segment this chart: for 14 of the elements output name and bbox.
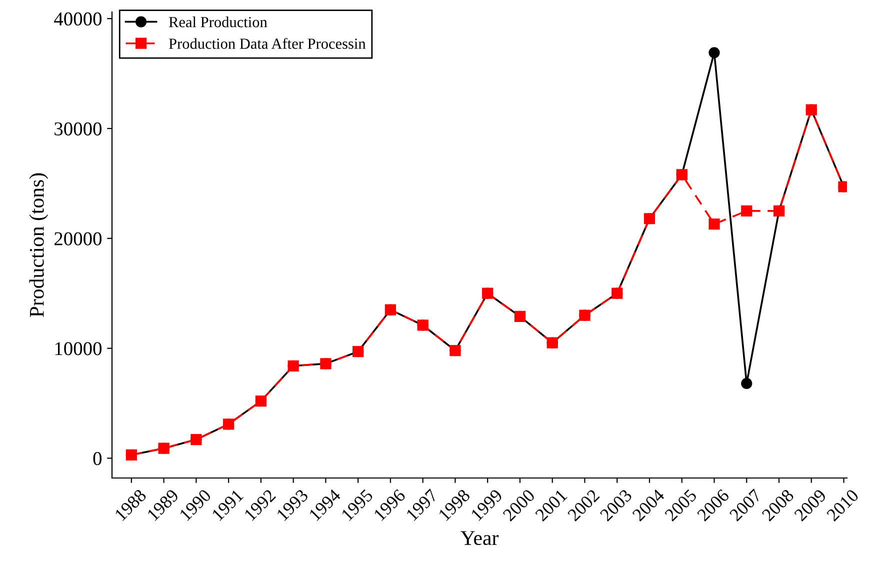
point <box>708 218 720 230</box>
y-tick-label: 30000 <box>54 122 102 136</box>
y-tick-label: 40000 <box>54 12 102 26</box>
legend-label: Real Production <box>168 16 268 28</box>
y-tick-label: 20000 <box>54 232 102 246</box>
point <box>708 47 720 58</box>
x-axis-title: Year <box>460 531 499 546</box>
x-tick-label: 1991 <box>212 488 244 522</box>
point <box>741 205 752 216</box>
point <box>741 378 752 390</box>
legend-label: Production Data After Processin <box>168 38 366 49</box>
y-tick-label: 0 <box>93 452 102 466</box>
y-axis-title: Production (tons) <box>29 173 48 318</box>
y-tick-label: 10000 <box>55 342 102 356</box>
